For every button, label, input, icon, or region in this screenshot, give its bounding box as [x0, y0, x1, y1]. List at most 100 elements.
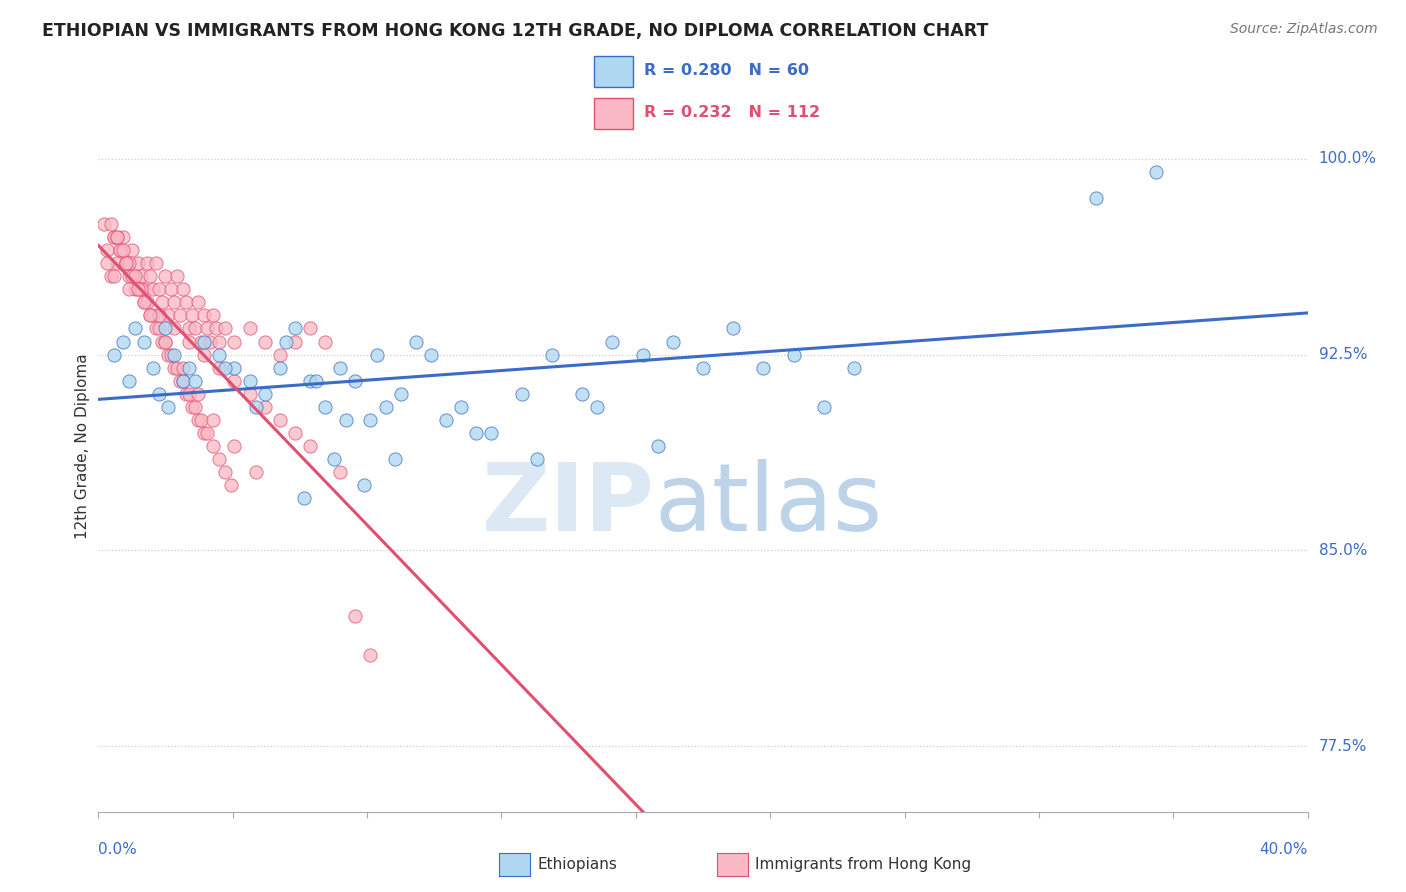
Point: [129, 282, 152, 296]
Point: [631, 347, 654, 362]
Point: [1085, 191, 1108, 205]
Point: [139, 269, 162, 284]
Point: [360, 648, 382, 662]
Point: [127, 282, 149, 296]
Point: [111, 243, 134, 257]
Point: [105, 230, 128, 244]
Point: [314, 400, 336, 414]
Point: [692, 360, 714, 375]
Point: [214, 360, 236, 375]
Point: [434, 413, 457, 427]
Point: [190, 334, 212, 349]
Point: [163, 360, 186, 375]
Point: [172, 374, 194, 388]
Point: [202, 413, 225, 427]
Point: [181, 400, 204, 414]
Point: [118, 256, 141, 270]
Point: [299, 439, 322, 453]
Point: [166, 269, 188, 284]
Point: [329, 360, 352, 375]
Point: [174, 386, 197, 401]
Point: [142, 360, 165, 375]
Point: [813, 400, 835, 414]
Point: [172, 282, 194, 296]
FancyBboxPatch shape: [595, 56, 633, 87]
Point: [245, 465, 267, 479]
Point: [305, 374, 328, 388]
Point: [160, 282, 183, 296]
Point: [602, 334, 624, 349]
Point: [284, 321, 307, 335]
Point: [510, 386, 533, 401]
Point: [163, 347, 186, 362]
Point: [181, 309, 204, 323]
Text: ZIP: ZIP: [482, 458, 655, 550]
Point: [108, 243, 131, 257]
Point: [108, 243, 131, 257]
Point: [172, 374, 194, 388]
Point: [360, 413, 382, 427]
Point: [647, 439, 669, 453]
Point: [299, 321, 322, 335]
Point: [195, 425, 218, 440]
Point: [114, 256, 136, 270]
Point: [221, 478, 243, 492]
Point: [127, 282, 149, 296]
Point: [465, 425, 488, 440]
Point: [184, 321, 207, 335]
Point: [103, 347, 125, 362]
Point: [129, 269, 152, 284]
Point: [153, 269, 176, 284]
Point: [269, 360, 291, 375]
Point: [586, 400, 609, 414]
Point: [193, 347, 215, 362]
Point: [121, 243, 143, 257]
Point: [124, 269, 146, 284]
Point: [139, 309, 162, 323]
Point: [314, 334, 336, 349]
Point: [114, 256, 136, 270]
Point: [420, 347, 443, 362]
Point: [172, 360, 194, 375]
Point: [96, 256, 118, 270]
Text: ETHIOPIAN VS IMMIGRANTS FROM HONG KONG 12TH GRADE, NO DIPLOMA CORRELATION CHART: ETHIOPIAN VS IMMIGRANTS FROM HONG KONG 1…: [42, 22, 988, 40]
Point: [284, 425, 307, 440]
Point: [374, 400, 396, 414]
Point: [214, 321, 236, 335]
Point: [132, 282, 155, 296]
Point: [202, 439, 225, 453]
Point: [224, 439, 246, 453]
Point: [292, 491, 315, 506]
Point: [389, 386, 412, 401]
Point: [344, 374, 367, 388]
Point: [100, 269, 122, 284]
Point: [163, 295, 186, 310]
Point: [571, 386, 593, 401]
Point: [135, 256, 157, 270]
Text: 92.5%: 92.5%: [1319, 347, 1367, 362]
Point: [187, 295, 209, 310]
Point: [169, 309, 191, 323]
Point: [405, 334, 427, 349]
Text: 40.0%: 40.0%: [1260, 842, 1308, 857]
Point: [526, 452, 548, 467]
Text: 77.5%: 77.5%: [1319, 739, 1367, 754]
Text: 0.0%: 0.0%: [98, 842, 138, 857]
Point: [153, 321, 176, 335]
Point: [135, 295, 157, 310]
Point: [103, 230, 125, 244]
Point: [384, 452, 406, 467]
Point: [142, 309, 165, 323]
Point: [366, 347, 388, 362]
Point: [148, 321, 170, 335]
Point: [193, 309, 215, 323]
Point: [239, 374, 262, 388]
Point: [121, 269, 143, 284]
Text: R = 0.280   N = 60: R = 0.280 N = 60: [644, 63, 808, 78]
Point: [103, 269, 125, 284]
Point: [752, 360, 775, 375]
Point: [284, 334, 307, 349]
Point: [224, 374, 246, 388]
Point: [195, 321, 218, 335]
Point: [269, 413, 291, 427]
